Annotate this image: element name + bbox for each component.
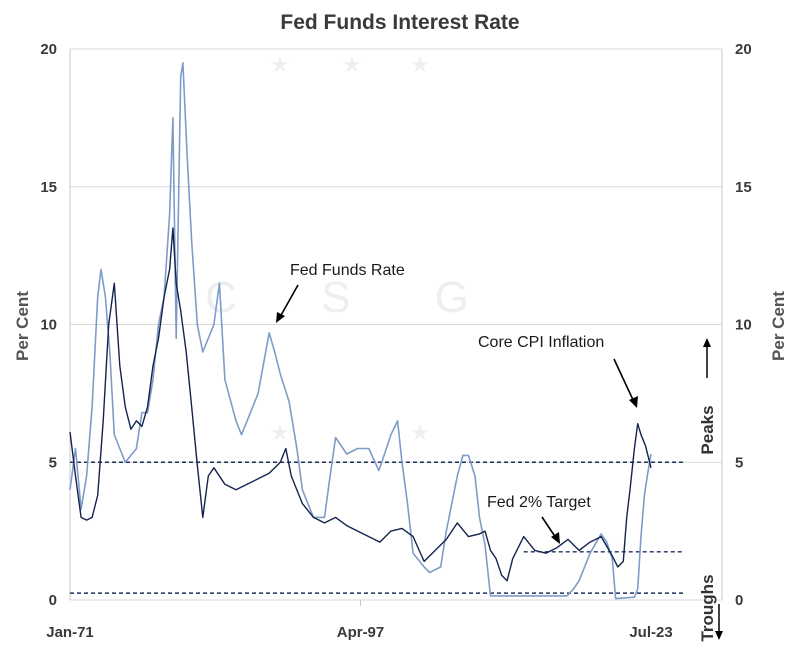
peaks-label: Peaks	[698, 405, 717, 454]
left-tick-label-4: 20	[40, 41, 57, 58]
watermark-star-4: ★	[410, 421, 430, 446]
right-tick-label-3: 15	[735, 179, 752, 196]
chart-title: Fed Funds Interest Rate	[280, 11, 519, 34]
grid	[69, 48, 723, 606]
reference-lines	[70, 461, 684, 594]
y-axis-title-left: Per Cent	[13, 291, 32, 361]
y-axis-title-right: Per Cent	[769, 291, 788, 361]
series-line-core-cpi-inflation	[69, 227, 652, 582]
left-tick-label-2: 10	[40, 317, 57, 334]
left-tick-label-1: 5	[49, 454, 57, 471]
annotation-fed-target: Fed 2% Target	[487, 494, 591, 511]
watermark-star-0: ★	[270, 53, 290, 78]
troughs-arrow-head	[715, 631, 723, 640]
left-tick-label-0: 0	[49, 592, 57, 609]
peaks-arrow-head	[703, 338, 711, 347]
series-line-fed-funds-rate	[69, 61, 652, 600]
right-axis-ticks: 0 5 10 15 20	[735, 41, 752, 609]
right-tick-label-0: 0	[735, 592, 743, 609]
x-axis-ticks: Jan-71 Apr-97 Jul-23	[46, 624, 672, 641]
watermark-text: C S G	[205, 273, 505, 322]
watermark: C S G ★ ★ ★ ★ ★	[205, 53, 505, 446]
annotation-core-cpi: Core CPI Inflation	[478, 334, 604, 351]
annotation-arrow-fed-funds	[279, 284, 299, 318]
right-tick-label-2: 10	[735, 317, 752, 334]
x-tick-label-0: Jan-71	[46, 624, 94, 641]
annotation-arrowhead-core-cpi	[629, 396, 638, 408]
troughs-label: Troughs	[698, 574, 717, 641]
annotation-arrow-core-cpi	[613, 358, 635, 403]
left-tick-label-3: 15	[40, 179, 57, 196]
watermark-star-1: ★	[342, 53, 362, 78]
x-tick-label-1: Apr-97	[337, 624, 385, 641]
right-tick-label-1: 5	[735, 454, 743, 471]
annotation-arrow-fed-target	[541, 516, 557, 539]
watermark-star-3: ★	[270, 421, 290, 446]
annotation-arrowhead-fed-target	[551, 532, 560, 544]
annotation-arrowhead-fed-funds	[276, 312, 285, 323]
series-lines	[69, 61, 652, 600]
watermark-star-2: ★	[410, 53, 430, 78]
right-tick-label-4: 20	[735, 41, 752, 58]
annotation-fed-funds-rate: Fed Funds Rate	[290, 262, 405, 279]
left-axis-ticks: 0 5 10 15 20	[40, 41, 57, 609]
x-tick-label-2: Jul-23	[629, 624, 672, 641]
